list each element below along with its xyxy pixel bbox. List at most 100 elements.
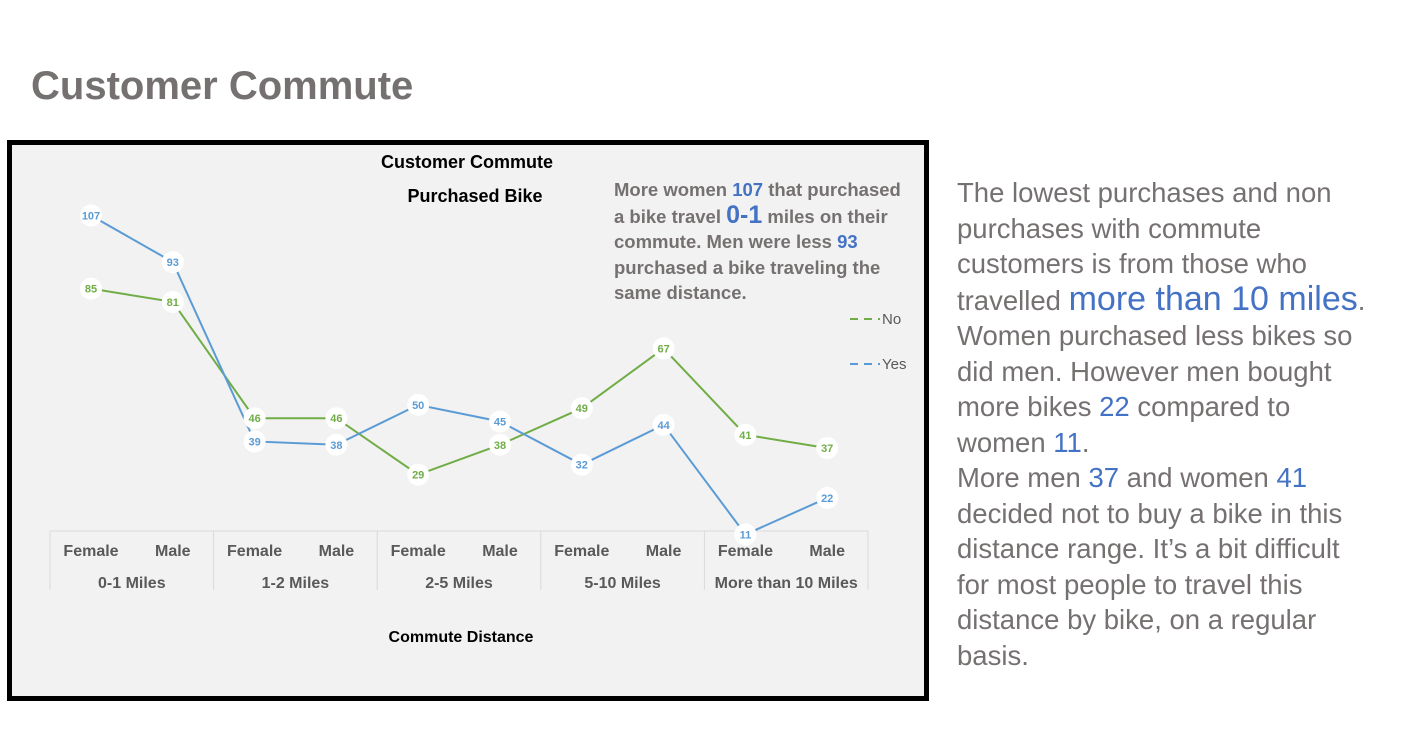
- data-label-bg: [161, 290, 184, 313]
- data-point-yes: 50: [407, 393, 430, 416]
- x-axis-title: Commute Distance: [389, 629, 534, 646]
- x-group-label: 1-2 Miles: [262, 575, 330, 592]
- x-group-label: 0-1 Miles: [98, 575, 166, 592]
- callout-text-4: purchased a bike traveling the same dist…: [614, 256, 881, 304]
- data-label: 45: [494, 417, 506, 429]
- callout-text-1: More women: [614, 179, 733, 200]
- data-point-no: 67: [652, 337, 675, 360]
- data-point-yes: 39: [243, 430, 266, 453]
- data-point-no: 37: [816, 437, 839, 460]
- data-label-bg: [80, 277, 102, 300]
- data-label-bg: [652, 337, 675, 360]
- data-label-bg: [489, 410, 511, 433]
- callout-text-2: that purchased a bike travel: [614, 179, 901, 227]
- data-label: 39: [248, 436, 260, 448]
- data-label-bg: [407, 463, 430, 486]
- x-tick-label: Female: [554, 543, 609, 560]
- data-point-yes: 45: [489, 410, 511, 433]
- x-tick-label: Female: [391, 543, 446, 560]
- data-label-bg: [652, 413, 675, 436]
- data-label: 22: [821, 493, 833, 505]
- legend-item-yes: Yes: [850, 356, 906, 373]
- data-point-yes: 38: [325, 433, 348, 456]
- data-point-no: 41: [734, 423, 757, 446]
- data-point-no: 81: [161, 290, 184, 313]
- chart-title: Customer Commute: [381, 152, 553, 172]
- data-label-bg: [570, 453, 593, 476]
- x-tick-label: Male: [155, 543, 191, 560]
- data-label-bg: [161, 251, 184, 274]
- commentary-highlight-women-no: 41: [1276, 462, 1308, 493]
- data-label: 93: [167, 257, 179, 269]
- data-label: 38: [494, 440, 506, 452]
- data-label: 50: [412, 400, 424, 412]
- data-point-yes: 93: [161, 251, 184, 274]
- slide-title: Customer Commute: [31, 64, 414, 108]
- callout-value-distance: 0-1: [726, 200, 763, 229]
- data-point-no: 46: [325, 407, 348, 430]
- commentary-text: The lowest purchases and non purchases w…: [957, 175, 1377, 673]
- commentary-text-segment: decided not to buy a bike in this distan…: [957, 497, 1343, 671]
- data-label: 81: [167, 297, 179, 309]
- x-group-label: More than 10 Miles: [715, 575, 858, 592]
- x-tick-label: Male: [482, 543, 518, 560]
- x-tick-label: Female: [63, 543, 118, 560]
- data-label-bg: [325, 407, 348, 430]
- commentary-paragraph-2: More men 37 and women 41 decided not to …: [957, 460, 1377, 673]
- x-tick-label: Female: [718, 543, 773, 560]
- data-label: 46: [248, 413, 260, 425]
- data-label: 38: [330, 440, 342, 452]
- commentary-text-segment: The lowest purchases and non purchases w…: [957, 177, 1332, 316]
- data-label: 32: [576, 460, 588, 472]
- data-point-no: 38: [489, 433, 511, 456]
- data-label: 85: [85, 284, 97, 296]
- commentary-text-segment: . Women purchased less bikes so did men.…: [957, 284, 1366, 423]
- data-label: 67: [657, 343, 669, 355]
- commentary-highlight-distance: more than 10 miles: [1068, 279, 1358, 318]
- commentary-highlight-women: 11: [1053, 426, 1082, 458]
- data-label-bg: [243, 407, 266, 430]
- data-label: 44: [657, 420, 670, 432]
- legend-label: Yes: [882, 356, 906, 373]
- data-label: 29: [412, 470, 424, 482]
- callout-value-men: 93: [837, 231, 858, 252]
- data-point-yes: 22: [816, 486, 839, 509]
- series-line-yes: [90, 214, 828, 536]
- commentary-highlight-men: 22: [1099, 391, 1130, 422]
- commentary-highlight-men-no: 37: [1088, 462, 1120, 493]
- x-tick-label: Male: [809, 543, 845, 560]
- data-point-yes: 107: [80, 204, 102, 227]
- legend-item-no: No: [850, 311, 901, 328]
- commentary-paragraph-1: The lowest purchases and non purchases w…: [957, 175, 1377, 460]
- chart-callout: More women 107 that purchased a bike tra…: [614, 177, 914, 306]
- data-point-yes: 11: [734, 523, 757, 546]
- data-label-bg: [243, 430, 266, 453]
- legend-label: No: [882, 311, 901, 328]
- x-tick-label: Female: [227, 543, 282, 560]
- data-label-bg: [570, 397, 593, 420]
- data-label-bg: [734, 423, 757, 446]
- data-label: 49: [576, 403, 588, 415]
- data-point-no: 46: [243, 407, 266, 430]
- data-label-bg: [489, 433, 511, 456]
- data-label-bg: [816, 437, 839, 460]
- data-point-no: 85: [80, 277, 102, 300]
- data-label-bg: [325, 433, 348, 456]
- data-point-yes: 44: [652, 413, 675, 436]
- series-line-no: [90, 287, 828, 476]
- commentary-text-segment: and women: [1119, 462, 1277, 493]
- callout-value-women: 107: [732, 179, 764, 200]
- data-label-bg: [734, 523, 757, 546]
- line-chart: Customer Commute Purchased Bike Commute …: [49, 152, 906, 646]
- data-label: 11: [740, 529, 752, 541]
- data-label: 41: [739, 430, 751, 442]
- data-label: 107: [82, 211, 100, 223]
- commentary-text-segment: compared to women: [957, 391, 1291, 458]
- x-group-label: 2-5 Miles: [425, 575, 493, 592]
- x-tick-label: Male: [319, 543, 355, 560]
- chart-frame: Customer Commute Purchased Bike Commute …: [7, 140, 929, 701]
- data-label-bg: [407, 393, 430, 416]
- data-label: 37: [821, 443, 833, 455]
- commentary-text-segment: .: [1081, 426, 1090, 458]
- data-point-no: 29: [407, 463, 430, 486]
